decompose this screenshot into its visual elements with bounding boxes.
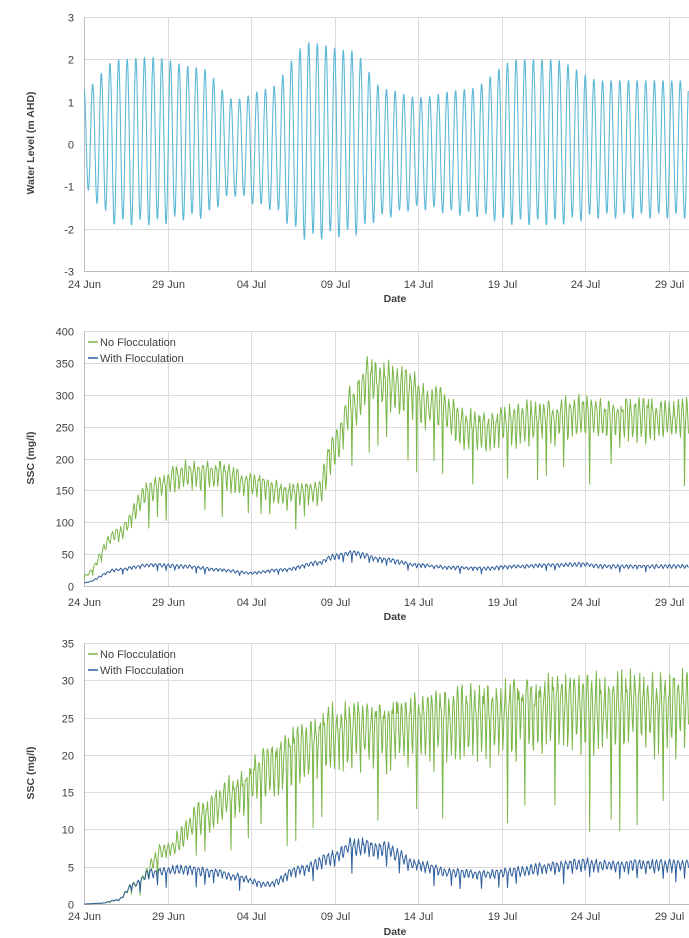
x-tick-label: 29 Jun bbox=[152, 279, 185, 291]
x-tick-label: 14 Jul bbox=[404, 279, 433, 291]
x-tick-label: 19 Jul bbox=[488, 911, 517, 923]
y-tick-label: 400 bbox=[56, 327, 74, 339]
legend-label: No Flocculation bbox=[100, 337, 176, 349]
y-tick-label: 10 bbox=[62, 825, 74, 837]
y-tick-label: 3 bbox=[68, 13, 74, 25]
legend-entry: No Flocculation bbox=[88, 649, 176, 661]
legend-entry: No Flocculation bbox=[88, 337, 176, 349]
chart-3: 35 30 25 20 15 10 5 024 Jun 29 Jun 04 Jul 09 Jul 14… bbox=[25, 639, 689, 938]
x-axis-label: Date bbox=[384, 926, 407, 938]
x-tick-label: 24 Jul bbox=[571, 911, 600, 923]
x-axis-label: Date bbox=[384, 293, 407, 305]
y-tick-label: 1 bbox=[68, 98, 74, 110]
x-tick-label: 24 Jun bbox=[68, 911, 101, 923]
x-tick-label: 29 Jul bbox=[655, 279, 684, 291]
y-axis-label: SSC (mg/l) bbox=[25, 431, 37, 484]
y-tick-label: 30 bbox=[62, 676, 74, 688]
y-tick-label: 100 bbox=[56, 518, 74, 530]
legend-label: No Flocculation bbox=[100, 649, 176, 661]
x-tick-label: 04 Jul bbox=[237, 597, 266, 609]
y-tick-label: 0 bbox=[68, 900, 74, 912]
y-tick-label: 2 bbox=[68, 55, 74, 67]
series-line-water-level bbox=[84, 41, 689, 240]
y-axis-label: SSC (mg/l) bbox=[25, 746, 37, 799]
x-tick-label: 24 Jul bbox=[571, 597, 600, 609]
x-tick-label: 09 Jul bbox=[321, 911, 350, 923]
x-tick-label: 19 Jul bbox=[488, 597, 517, 609]
y-tick-label: 250 bbox=[56, 423, 74, 435]
series-line-with-flocculation bbox=[84, 837, 689, 905]
chart-1: 3 2 1 0 -1 -2 -324 Jun 29 Jun 04 Jul 09 Jul 14 Jul… bbox=[25, 13, 689, 305]
x-tick-label: 19 Jul bbox=[488, 279, 517, 291]
x-axis-label: Date bbox=[384, 611, 407, 623]
x-tick-label: 04 Jul bbox=[237, 911, 266, 923]
x-tick-label: 24 Jun bbox=[68, 597, 101, 609]
legend-label: With Flocculation bbox=[100, 665, 184, 677]
x-tick-label: 24 Jul bbox=[571, 279, 600, 291]
chart-2: 400 350 300 250 200 150 100 50 0 24 Jun 29 Jun 04 J… bbox=[25, 327, 689, 623]
series-line-no-flocculation bbox=[84, 356, 689, 580]
y-tick-label: -1 bbox=[64, 182, 74, 194]
y-tick-label: -3 bbox=[64, 267, 74, 279]
series-line-with-flocculation bbox=[84, 550, 689, 584]
x-tick-label: 29 Jun bbox=[152, 911, 185, 923]
y-tick-label: 350 bbox=[56, 359, 74, 371]
y-tick-label: 150 bbox=[56, 486, 74, 498]
legend-entry: With Flocculation bbox=[88, 353, 184, 365]
legend-entry: With Flocculation bbox=[88, 665, 184, 677]
y-tick-label: 200 bbox=[56, 455, 74, 467]
x-tick-label: 29 Jul bbox=[655, 911, 684, 923]
x-tick-label: 29 Jun bbox=[152, 597, 185, 609]
y-tick-label: 25 bbox=[62, 714, 74, 726]
series-line-no-flocculation bbox=[84, 668, 689, 905]
y-tick-label: 15 bbox=[62, 788, 74, 800]
y-axis-label: Water Level (m AHD) bbox=[25, 91, 37, 194]
y-tick-label: 20 bbox=[62, 751, 74, 763]
x-tick-label: 14 Jul bbox=[404, 911, 433, 923]
y-tick-label: -2 bbox=[64, 225, 74, 237]
x-tick-label: 09 Jul bbox=[321, 597, 350, 609]
y-tick-label: 5 bbox=[68, 863, 74, 875]
y-tick-label: 35 bbox=[62, 639, 74, 651]
y-tick-label: 0 bbox=[68, 582, 74, 594]
y-tick-label: 300 bbox=[56, 391, 74, 403]
x-tick-label: 14 Jul bbox=[404, 597, 433, 609]
x-tick-label: 29 Jul bbox=[655, 597, 684, 609]
legend-label: With Flocculation bbox=[100, 353, 184, 365]
x-tick-label: 09 Jul bbox=[321, 279, 350, 291]
x-tick-label: 24 Jun bbox=[68, 279, 101, 291]
y-tick-label: 50 bbox=[62, 550, 74, 562]
x-tick-label: 04 Jul bbox=[237, 279, 266, 291]
y-tick-label: 0 bbox=[68, 140, 74, 152]
